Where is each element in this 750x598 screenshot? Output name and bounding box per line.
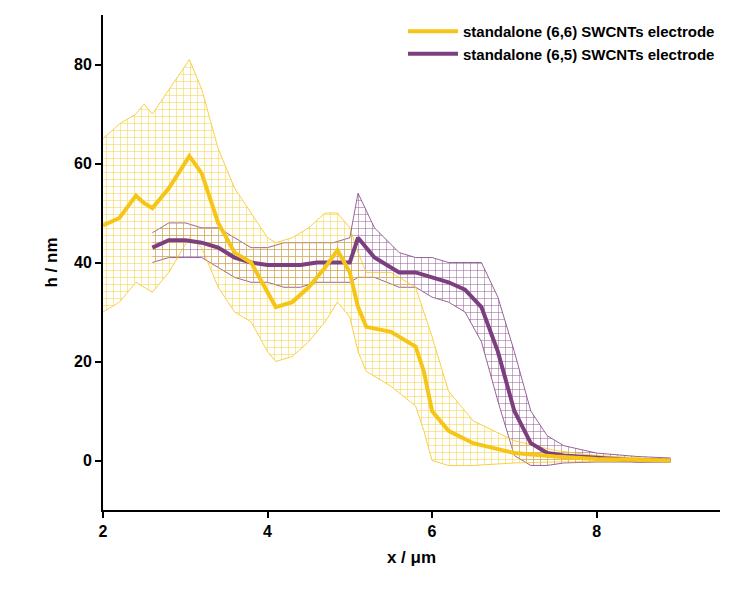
svg-text:standalone (6,5) SWCNTs electr: standalone (6,5) SWCNTs electrode bbox=[463, 46, 714, 63]
svg-text:20: 20 bbox=[74, 353, 92, 370]
svg-text:2: 2 bbox=[99, 523, 108, 540]
svg-text:x / μm: x / μm bbox=[387, 548, 436, 567]
svg-text:4: 4 bbox=[263, 523, 272, 540]
svg-text:60: 60 bbox=[74, 155, 92, 172]
svg-text:standalone (6,6) SWCNTs electr: standalone (6,6) SWCNTs electrode bbox=[463, 23, 714, 40]
svg-text:8: 8 bbox=[592, 523, 601, 540]
svg-text:h / nm: h / nm bbox=[42, 237, 61, 287]
svg-text:0: 0 bbox=[83, 452, 92, 469]
svg-text:40: 40 bbox=[74, 254, 92, 271]
svg-text:80: 80 bbox=[74, 56, 92, 73]
svg-text:6: 6 bbox=[428, 523, 437, 540]
